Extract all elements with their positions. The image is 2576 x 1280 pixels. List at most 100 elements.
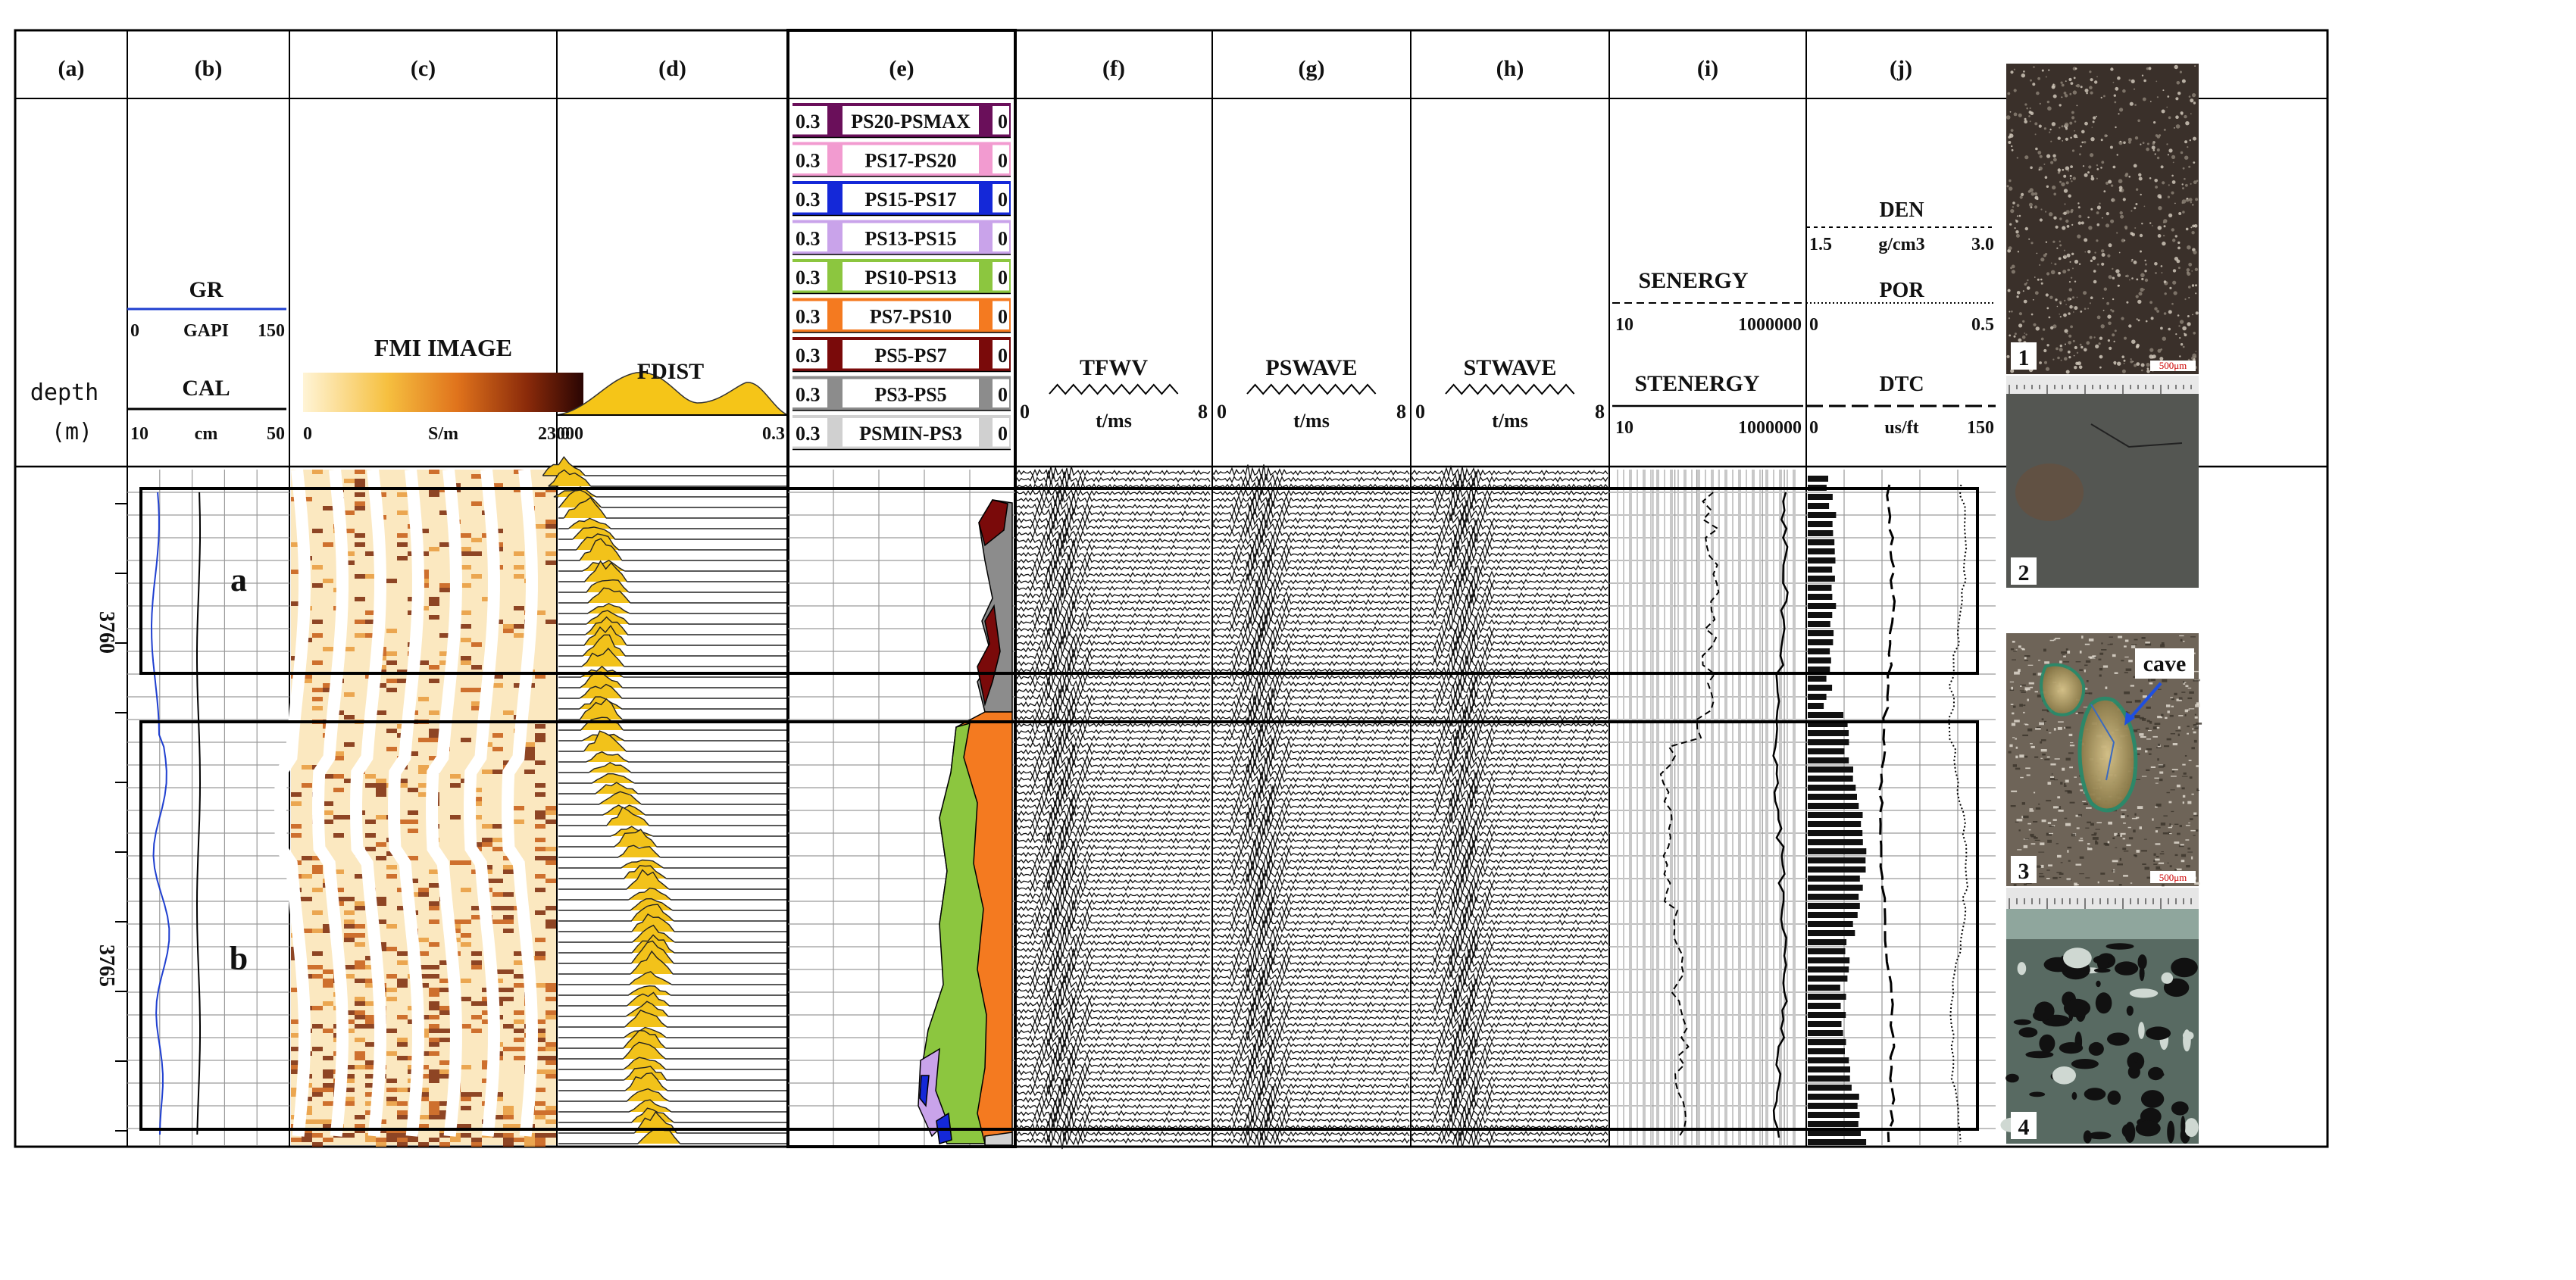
track-labels: (a) (b) (c) (d) (e) (f) (g) (h) (i) (j)	[58, 56, 1912, 81]
cal-max: 50	[267, 424, 285, 444]
track-label-fdist: (d)	[658, 56, 686, 81]
track-label-energy: (i)	[1697, 56, 1718, 81]
pore-bin-name: PS3-PS5	[874, 384, 946, 406]
tfwv-header: TFWV 0 t/ms 8	[1020, 355, 1208, 432]
stwave-title: STWAVE	[1464, 355, 1557, 380]
pore-bin-ps3-ps5: 0.3 PS3-PS5 0	[792, 376, 1011, 411]
senergy-min: 10	[1615, 315, 1633, 335]
dtc-max: 150	[1967, 418, 1994, 438]
fmi-max: 23000	[538, 424, 583, 444]
photo-1-number: 1	[2018, 345, 2030, 370]
photo-2: 2	[2006, 376, 2199, 588]
cal-min: 10	[130, 424, 148, 444]
pore-bin-name: PS13-PS15	[864, 228, 956, 250]
fdist-min: 0	[561, 424, 570, 444]
den-unit: g/cm3	[1878, 235, 1924, 254]
pore-bin-right: 0	[998, 345, 1008, 367]
pswave-title: PSWAVE	[1265, 355, 1357, 380]
track-label-fmi: (c)	[411, 56, 436, 81]
track-label-depth: (a)	[58, 56, 85, 81]
gr-curve	[150, 492, 170, 1135]
pore-bin-left: 0.3	[796, 189, 821, 211]
senergy-curve	[1659, 492, 1720, 1138]
den-por-dtc-header: DEN 1.5 g/cm3 3.0 POR 0 0.5 DTC 0 us/ft …	[1806, 198, 1996, 438]
cal-curve	[195, 492, 202, 1135]
pore-bin-right: 0	[998, 423, 1008, 445]
depth-tick-3760: 3760	[95, 611, 118, 654]
stwave-header: STWAVE 0 t/ms 8	[1415, 355, 1605, 432]
fdist-legend-shape	[556, 372, 789, 416]
zone-box-a	[139, 487, 1979, 675]
pore-bin-left: 0.3	[796, 111, 821, 133]
por-max: 0.5	[1971, 315, 1994, 335]
pore-bin-ps13-ps15: 0.3 PS13-PS15 0	[792, 220, 1011, 255]
fmi-image	[274, 469, 556, 1147]
pore-bin-ps15-ps17: 0.3 PS15-PS17 0	[792, 181, 1011, 217]
stwave-min: 0	[1415, 401, 1425, 423]
stwave-max: 8	[1595, 401, 1605, 423]
photo-3-scale: 500μm	[2159, 872, 2187, 883]
pore-bin-left: 0.3	[796, 228, 821, 250]
pore-bin-right: 0	[998, 267, 1008, 289]
stenergy-curve	[1772, 492, 1789, 1138]
dtc-min: 0	[1809, 418, 1818, 438]
zone-label-b: b	[230, 940, 248, 977]
dtc-unit: us/ft	[1884, 418, 1918, 438]
pore-bin-name: PS7-PS10	[870, 306, 952, 328]
photo-panel: 1 500μm 2 cave 3	[2000, 64, 2202, 1144]
den-min: 1.5	[1809, 235, 1832, 254]
pore-bin-ps20-psmax: 0.3 PS20-PSMAX 0	[792, 103, 1011, 139]
tfwv-min: 0	[1020, 401, 1030, 423]
dtc-curve	[1877, 484, 1896, 1143]
fmi-title: FMI IMAGE	[374, 334, 512, 361]
wave-headers: TFWV 0 t/ms 8 PSWAVE 0 t/ms 8 STWAVE 0 t/ms 8	[1020, 355, 1605, 432]
tfwv-max: 8	[1198, 401, 1208, 423]
gr-min: 0	[130, 321, 139, 341]
track-label-pore-spectrum: (e)	[889, 56, 914, 81]
pore-bin-psmin-ps3: 0.3 PSMIN-PS3 0	[792, 415, 1011, 451]
fdist-traces	[542, 456, 786, 1144]
zone-box-b	[139, 720, 1979, 1131]
photo-1: 1 500μm	[2005, 64, 2199, 374]
track-label-den-por-dtc: (j)	[1890, 56, 1912, 81]
photo-4-number: 4	[2018, 1115, 2030, 1140]
fmi-min: 0	[303, 424, 312, 444]
pore-bin-name: PS20-PSMAX	[851, 111, 971, 133]
fdist-header: FDIST 0 0.3	[556, 359, 789, 444]
gr-unit: GAPI	[183, 321, 229, 341]
cave-arrow	[2127, 682, 2162, 721]
pore-bin-right: 0	[998, 189, 1008, 211]
por-title: POR	[1879, 279, 1924, 302]
depth-axis: 3760 3765	[95, 611, 118, 987]
pore-bin-right: 0	[998, 228, 1008, 250]
zone-boxes: a b	[139, 487, 1979, 1131]
pore-bin-name: PSMIN-PS3	[859, 423, 962, 445]
pore-bin-left: 0.3	[796, 345, 821, 367]
senergy-title: SENERGY	[1638, 268, 1748, 293]
pore-bin-left: 0.3	[796, 384, 821, 406]
pore-bin-left: 0.3	[796, 267, 821, 289]
pswave-header: PSWAVE 0 t/ms 8	[1217, 355, 1406, 432]
depth-word: depth	[30, 379, 98, 406]
energy-curves	[1659, 492, 1789, 1138]
gr-max: 150	[258, 321, 285, 341]
fdist-max: 0.3	[762, 424, 785, 444]
photo-4: 4	[2000, 888, 2199, 1144]
gr-cal-header: GR 0 GAPI 150 CAL 10 cm 50	[127, 277, 286, 444]
pore-bin-left: 0.3	[796, 306, 821, 328]
stenergy-title: STENERGY	[1634, 371, 1759, 396]
pore-bin-name: PS17-PS20	[864, 150, 956, 172]
pore-spectrum-fill	[918, 499, 1013, 1146]
photo-3-number: 3	[2018, 859, 2030, 884]
track-label-stwave: (h)	[1496, 56, 1524, 81]
pore-bin-name: PS5-PS7	[874, 345, 946, 367]
por-min: 0	[1809, 315, 1818, 335]
energy-header: SENERGY 10 1000000 STENERGY 10 1000000	[1612, 268, 1803, 438]
log-frame	[14, 29, 2329, 1148]
pore-bin-name: PS15-PS17	[864, 189, 956, 211]
senergy-max: 1000000	[1738, 315, 1802, 335]
pore-spectrum-legend: 0.3 PS20-PSMAX 00.3 PS17-PS20 00.3 PS15-PS17 0…	[792, 103, 1011, 451]
track-label-gr-cal: (b)	[195, 56, 223, 81]
depth-header: depth (m)	[30, 379, 98, 445]
